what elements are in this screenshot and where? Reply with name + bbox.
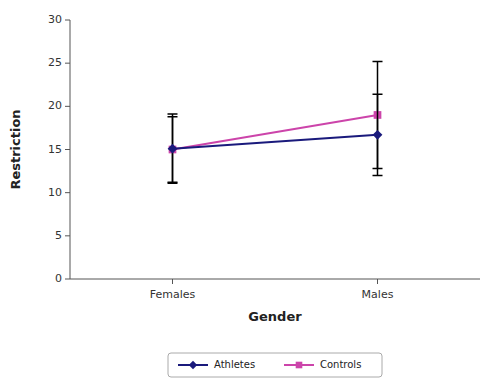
series [168,61,383,182]
y-axis-line [70,20,71,279]
error-bar [373,94,383,175]
chart-container: 0 5 10 15 20 25 30 Females Males Restriction Gende… [0,0,500,383]
y-tick-label: 30 [48,13,62,26]
y-tick [65,63,70,64]
line [173,135,378,149]
x-tick-label: Males [362,288,394,301]
marker [168,144,178,154]
y-tick [65,192,70,193]
legend-marker [296,362,303,369]
axes: 0 5 10 15 20 25 30 Females Males [48,13,480,301]
y-axis-title: Restriction [8,109,23,189]
legend-box [168,353,382,377]
y-tick [65,279,70,280]
y-tick [65,235,70,236]
marker [373,130,383,140]
x-axis-title: Gender [248,309,302,324]
y-tick-label: 25 [48,56,62,69]
y-tick-label: 15 [48,143,62,156]
legend-label: Athletes [214,359,255,370]
x-tick-label: Females [150,288,196,301]
legend-marker [189,361,197,369]
error-bar [168,114,178,183]
y-tick-label: 10 [48,186,62,199]
y-tick [65,20,70,21]
x-tick [172,279,173,284]
x-axis-line [70,279,480,280]
y-tick-label: 5 [55,229,62,242]
line [173,115,378,150]
y-tick-label: 20 [48,99,62,112]
chart: 0 5 10 15 20 25 30 Females Males Restriction Gende… [0,0,500,383]
plot-data [168,61,383,183]
y-tick-label: 0 [55,272,62,285]
legend-label: Controls [320,359,361,370]
x-tick [377,279,378,284]
y-tick [65,106,70,107]
y-tick [65,149,70,150]
series [168,94,383,183]
legend: Athletes Controls [168,353,382,377]
